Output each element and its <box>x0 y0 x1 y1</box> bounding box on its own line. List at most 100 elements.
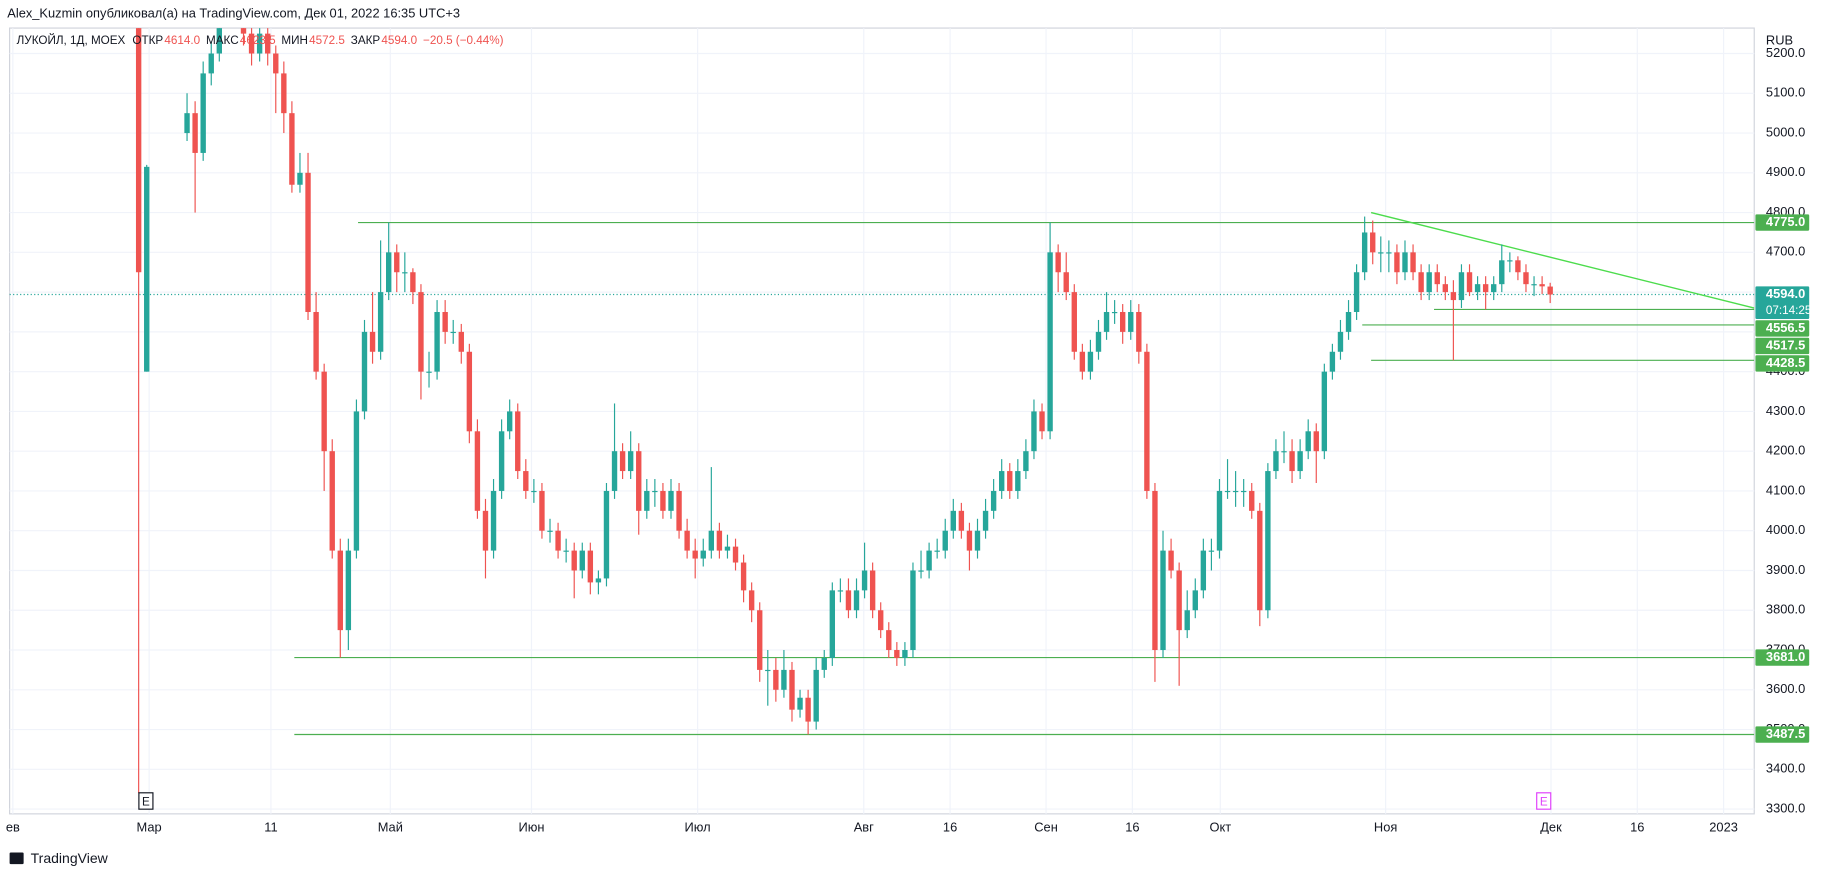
header: Alex_Kuzmin опубликовал(а) на TradingVie… <box>7 5 460 20</box>
legend-field-value: 4614.0 <box>164 34 200 47</box>
candle-body <box>684 530 690 551</box>
event-label: E <box>142 795 150 808</box>
x-tick-label: Мар <box>137 819 162 834</box>
candle-body <box>458 331 464 352</box>
legend: ЛУКОЙЛ, 1Д, MOEX ОТКР 4614.0 МАКС 4623.5 МИН 4… <box>17 34 504 47</box>
x-tick-label: Сен <box>1034 819 1058 834</box>
candle-body <box>1499 260 1505 285</box>
candle-body <box>1063 272 1069 293</box>
legend-symbol: ЛУКОЙЛ, 1Д, MOEX <box>17 34 126 47</box>
level-price-box <box>1755 320 1810 337</box>
series <box>9 28 1755 794</box>
candle-body <box>1144 351 1150 491</box>
candle-body <box>595 578 602 583</box>
level-price-label: 3681.0 <box>1766 649 1805 664</box>
candle-body <box>1289 451 1295 472</box>
candle-body <box>1273 451 1279 472</box>
candle-body <box>853 590 860 611</box>
candle-body <box>1087 351 1094 372</box>
candle-body <box>1361 232 1368 273</box>
candle-body <box>902 650 908 658</box>
candle-body <box>579 550 585 571</box>
candle-body <box>724 546 731 551</box>
event-marker <box>138 792 154 810</box>
candle-body <box>1370 232 1376 253</box>
y-tick-label: 4100.0 <box>1766 482 1805 497</box>
x-tick-label: ев <box>6 819 20 834</box>
candle-body <box>644 490 650 511</box>
candle-body <box>442 311 448 332</box>
candle-body <box>208 53 214 74</box>
candle-body <box>797 697 803 710</box>
candle-body <box>1474 284 1481 293</box>
candle-body <box>999 471 1005 491</box>
candle-body <box>345 550 352 631</box>
candle-body <box>821 657 827 670</box>
candle-body <box>910 570 916 651</box>
trend-line <box>1370 211 1755 309</box>
candle-body <box>1095 331 1102 352</box>
candle-body <box>144 166 150 372</box>
candle-body <box>652 490 658 493</box>
candle-body <box>1313 431 1319 452</box>
countdown-label: 07:14:25 <box>1766 304 1812 317</box>
candle-body <box>555 530 561 551</box>
axes: 3300.03400.03500.03600.03700.03800.03900… <box>6 45 1812 834</box>
last-price-box <box>1755 286 1810 320</box>
x-tick-label: Май <box>378 819 403 834</box>
candle-body <box>1394 252 1400 273</box>
x-tick-label: 16 <box>1630 819 1644 834</box>
candle-body <box>1055 252 1061 273</box>
candle-body <box>982 510 989 531</box>
candle-body <box>1491 284 1497 293</box>
candle-body <box>418 292 424 372</box>
candle-body <box>353 411 360 551</box>
candle-body <box>1305 431 1311 452</box>
event-label: E <box>1540 795 1548 808</box>
y-tick-label: 5200.0 <box>1766 45 1805 60</box>
candle-body <box>1257 510 1263 611</box>
candle-body <box>1329 351 1336 372</box>
candle-body <box>377 292 384 352</box>
candle-body <box>361 331 368 412</box>
candle-body <box>321 371 327 452</box>
candle-body <box>934 550 940 552</box>
footer: TradingView <box>31 850 109 866</box>
candle-body <box>950 510 956 531</box>
candle-body <box>506 411 513 432</box>
level-price-box <box>1755 355 1810 372</box>
candle-body <box>708 530 715 551</box>
candle-body <box>1402 252 1408 273</box>
candle-body <box>619 451 626 472</box>
candle-body <box>1119 311 1126 332</box>
y-tick-label: 4300.0 <box>1766 403 1805 418</box>
candle-body <box>1184 610 1190 631</box>
legend-field-value: 4572.5 <box>309 34 345 47</box>
candle-body <box>1168 550 1174 571</box>
candle-body <box>337 550 343 631</box>
candle-body <box>627 451 634 472</box>
candle-body <box>773 669 779 690</box>
candle-body <box>265 33 271 54</box>
candle-body <box>515 411 521 472</box>
candle-body <box>813 669 819 722</box>
x-tick-label: Авг <box>854 819 874 834</box>
y-tick-label: 4900.0 <box>1766 164 1805 179</box>
candle-body <box>1450 292 1457 301</box>
candle-body <box>410 272 416 293</box>
y-tick-label: 5000.0 <box>1766 124 1805 139</box>
candle-body <box>571 550 577 571</box>
candle-body <box>757 610 763 670</box>
candle-body <box>184 113 190 134</box>
candle-body <box>1434 272 1440 285</box>
candle-body <box>1482 284 1489 293</box>
y-tick-label: 4700.0 <box>1766 244 1805 259</box>
candle-body <box>297 172 303 185</box>
candle-body <box>942 530 948 551</box>
candle-body <box>878 610 884 631</box>
candle-body <box>1466 272 1473 293</box>
candle-body <box>845 590 852 611</box>
candle-body <box>1176 570 1182 631</box>
candle-body <box>765 669 771 672</box>
